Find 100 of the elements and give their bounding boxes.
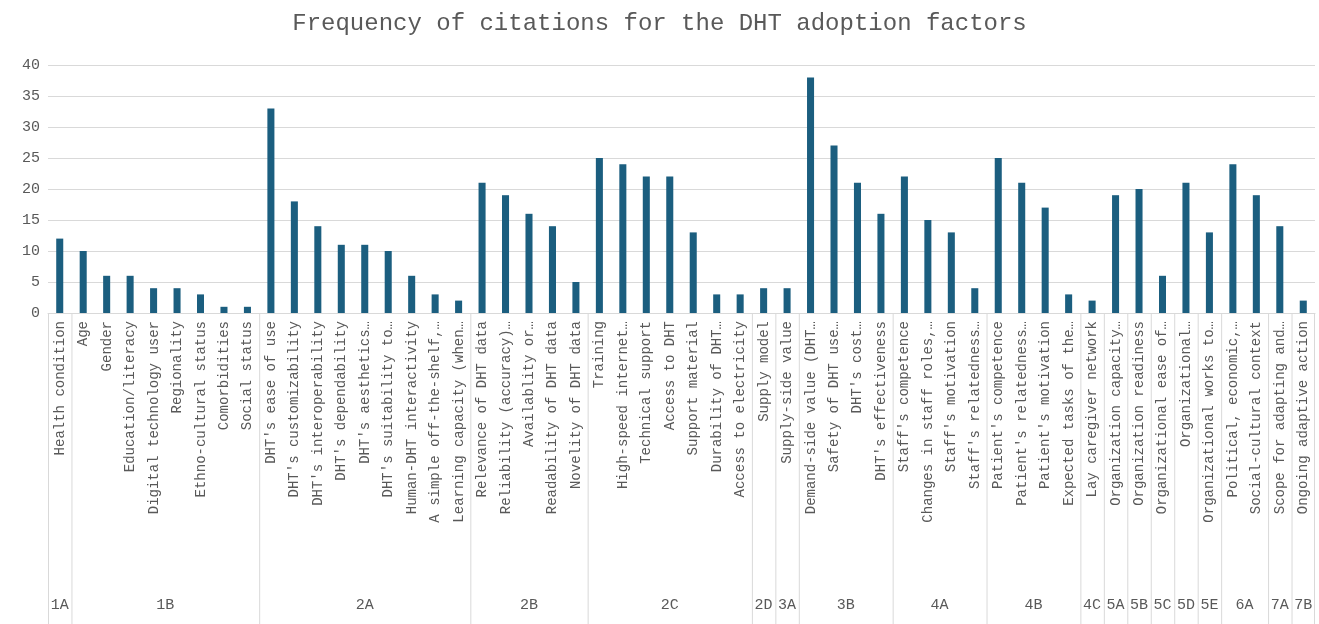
x-tick-label: Ethno-cultural status: [192, 321, 209, 498]
bar: [361, 244, 369, 313]
bar: [1135, 189, 1143, 313]
x-tick-label: Technical support: [638, 321, 655, 464]
x-tick-label: DHT's dependability: [333, 321, 350, 481]
x-tick-label: Staff's relatedness…: [966, 321, 983, 490]
bar: [525, 213, 533, 313]
x-tick-label: Ongoing adaptive action: [1295, 321, 1312, 515]
bar: [243, 306, 251, 313]
x-tick-label: Regionality: [169, 321, 186, 414]
chart-title: Frequency of citations for the DHT adoption factors: [292, 9, 1027, 37]
x-tick-label: Scope for adapting and…: [1271, 321, 1288, 515]
x-tick-label: DHT's ease of use: [262, 321, 279, 464]
bar: [548, 226, 556, 313]
bar: [760, 288, 768, 313]
y-tick-label: 40: [21, 56, 40, 74]
text: 3A: [778, 596, 797, 614]
text: 2C: [660, 596, 679, 614]
bar: [1018, 182, 1026, 313]
bar: [431, 294, 439, 313]
x-tick-label: Access to DHT: [661, 321, 678, 431]
x-tick-label: Gender: [98, 321, 115, 372]
bar: [713, 294, 721, 313]
text: 4A: [930, 596, 949, 614]
x-tick-label: Novelity of DHT data: [567, 321, 584, 490]
x-tick-label: Patient's motivation: [1037, 321, 1054, 490]
x-tick-label: Organization capacity…: [1107, 321, 1124, 506]
x-tick-label: Social-cultural context: [1248, 321, 1265, 515]
y-tick-label: 15: [21, 211, 40, 229]
bar: [1182, 182, 1190, 313]
bar: [1252, 195, 1260, 313]
x-tick-label: Organization readiness: [1131, 321, 1148, 506]
bar: [314, 226, 322, 313]
bar: [1229, 164, 1237, 313]
x-tick-label: Safety of DHT use…: [826, 321, 843, 473]
bar: [220, 306, 228, 313]
x-tick-label: Organizational ease of…: [1154, 321, 1171, 515]
bar: [666, 176, 674, 313]
bar: [971, 288, 979, 313]
x-tick-label: DHT's effectiveness: [872, 321, 889, 481]
x-tick-label: Organizational works to…: [1201, 321, 1218, 523]
x-tick-label: A simple off-the-shelf,…: [427, 321, 444, 523]
x-tick-label: Health condition: [51, 321, 68, 456]
x-tick-label: Demand-side value (DHT…: [802, 321, 819, 515]
x-tick-label: DHT's aesthetics…: [356, 321, 373, 464]
bar: [126, 275, 134, 313]
bar: [830, 145, 838, 313]
x-tick-label: DHT's cost…: [849, 321, 866, 414]
bar: [595, 158, 603, 313]
text: 5E: [1200, 596, 1219, 614]
bar: [337, 244, 345, 313]
y-tick-label: 0: [30, 304, 40, 322]
x-tick-label: Patient's competence: [990, 321, 1007, 490]
bar: [196, 294, 205, 313]
x-tick-label: Political, economic,…: [1224, 321, 1241, 498]
bar: [947, 232, 955, 313]
text: 2D: [754, 596, 773, 614]
bar: [1299, 300, 1307, 313]
bar: [689, 232, 697, 313]
bar: [1088, 300, 1096, 313]
x-tick-label: Relevance of DHT data: [474, 321, 491, 498]
bar: [1112, 195, 1120, 313]
bar: [408, 275, 416, 313]
text: 4B: [1024, 596, 1043, 614]
x-tick-label: Changes in staff roles,…: [919, 321, 936, 523]
y-tick-label: 35: [21, 87, 40, 105]
bar: [79, 251, 87, 313]
bar: [783, 288, 791, 313]
y-tick-label: 25: [21, 149, 40, 167]
x-tick-label: Digital technology user: [145, 321, 162, 515]
x-tick-label: Learning capacity (when…: [450, 321, 467, 523]
bar: [173, 288, 181, 313]
y-tick-label: 10: [21, 242, 40, 260]
x-tick-label: Expected tasks of the…: [1060, 321, 1077, 506]
text: 1B: [156, 596, 175, 614]
text: 1A: [50, 596, 69, 614]
y-tick-label: 5: [30, 273, 40, 291]
bar: [924, 220, 932, 313]
y-tick-label: 30: [21, 118, 40, 136]
x-tick-label: Supply model: [755, 321, 772, 422]
x-tick-label: Availablity or…: [520, 321, 537, 448]
bar: [1065, 294, 1073, 313]
text: 2B: [519, 596, 538, 614]
x-tick-label: DHT's customizability: [286, 321, 303, 498]
x-tick-label: Readability of DHT data: [544, 321, 561, 515]
bar: [267, 108, 275, 313]
x-tick-label: Social status: [239, 321, 256, 431]
bar: [572, 282, 580, 313]
bar: [877, 213, 885, 313]
x-tick-label: Lay caregiver network: [1084, 321, 1101, 498]
y-tick-label: 20: [21, 180, 40, 198]
bar: [1158, 275, 1167, 313]
x-tick-label: Comorbidities: [215, 321, 232, 431]
bar: [290, 201, 298, 313]
text: 5B: [1130, 596, 1149, 614]
text: 5A: [1106, 596, 1125, 614]
text: 4C: [1083, 596, 1102, 614]
bar: [150, 288, 158, 313]
text: 7B: [1294, 596, 1313, 614]
x-tick-label: DHT's suitability to…: [380, 321, 397, 498]
